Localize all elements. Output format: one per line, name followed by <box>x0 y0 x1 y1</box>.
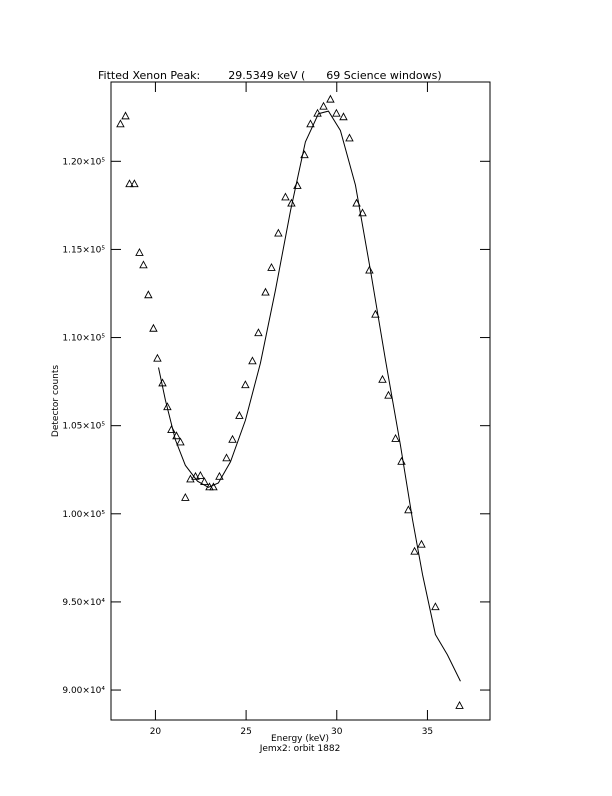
data-point <box>176 437 185 446</box>
data-point <box>274 228 283 237</box>
data-point <box>319 101 328 110</box>
data-point <box>326 94 335 103</box>
data-point <box>196 470 205 479</box>
data-point <box>130 179 139 188</box>
y-tick-label: 1.00×10⁵ <box>62 510 105 520</box>
data-point <box>181 492 190 501</box>
y-tick-label: 1.10×10⁵ <box>62 334 105 344</box>
data-point <box>371 309 380 318</box>
fit-line <box>158 110 461 682</box>
chart-title: Fitted Xenon Peak: 29.5349 keV ( 69 Scie… <box>98 69 442 82</box>
data-point <box>116 119 125 128</box>
y-tick-label: 1.05×10⁵ <box>62 422 105 432</box>
data-point <box>135 248 144 256</box>
data-point <box>455 700 464 709</box>
y-tick-label: 1.15×10⁵ <box>62 245 105 255</box>
data-point <box>241 380 250 389</box>
data-point <box>235 411 244 419</box>
data-point <box>153 353 162 362</box>
y-tick-label: 9.50×10⁴ <box>62 598 105 608</box>
x-tick-label: 20 <box>150 727 162 737</box>
data-point <box>345 133 354 142</box>
data-point <box>431 602 440 611</box>
data-point <box>404 505 413 514</box>
y-tick-label: 1.20×10⁵ <box>62 157 105 167</box>
data-point <box>391 433 400 442</box>
data-point <box>209 482 218 491</box>
data-point <box>306 119 315 128</box>
data-point <box>378 374 387 383</box>
data-point <box>281 192 290 201</box>
data-point <box>267 262 276 271</box>
data-point <box>228 434 237 443</box>
data-point <box>261 287 270 296</box>
data-point <box>125 179 134 188</box>
data-point <box>254 328 263 337</box>
data-point <box>248 356 257 365</box>
data-point <box>139 260 148 269</box>
data-point <box>365 265 374 274</box>
x-tick-label: 35 <box>422 727 433 737</box>
subtitle: Jemx2: orbit 1882 <box>259 744 341 754</box>
data-point <box>222 453 231 462</box>
data-point <box>215 471 224 480</box>
x-tick-label: 30 <box>331 727 343 737</box>
data-point <box>417 539 426 548</box>
x-axis-label: Energy (keV) <box>271 734 329 744</box>
x-tick-label: 25 <box>240 727 251 737</box>
y-tick-label: 9.00×10⁴ <box>62 686 105 696</box>
data-point <box>384 390 393 399</box>
data-point <box>144 290 153 299</box>
data-point <box>339 112 348 121</box>
plot-frame <box>110 81 491 721</box>
data-point <box>149 323 158 332</box>
data-point <box>410 546 419 555</box>
data-point <box>121 111 130 120</box>
y-axis-label: Detector counts <box>51 365 61 437</box>
data-point <box>332 108 341 117</box>
